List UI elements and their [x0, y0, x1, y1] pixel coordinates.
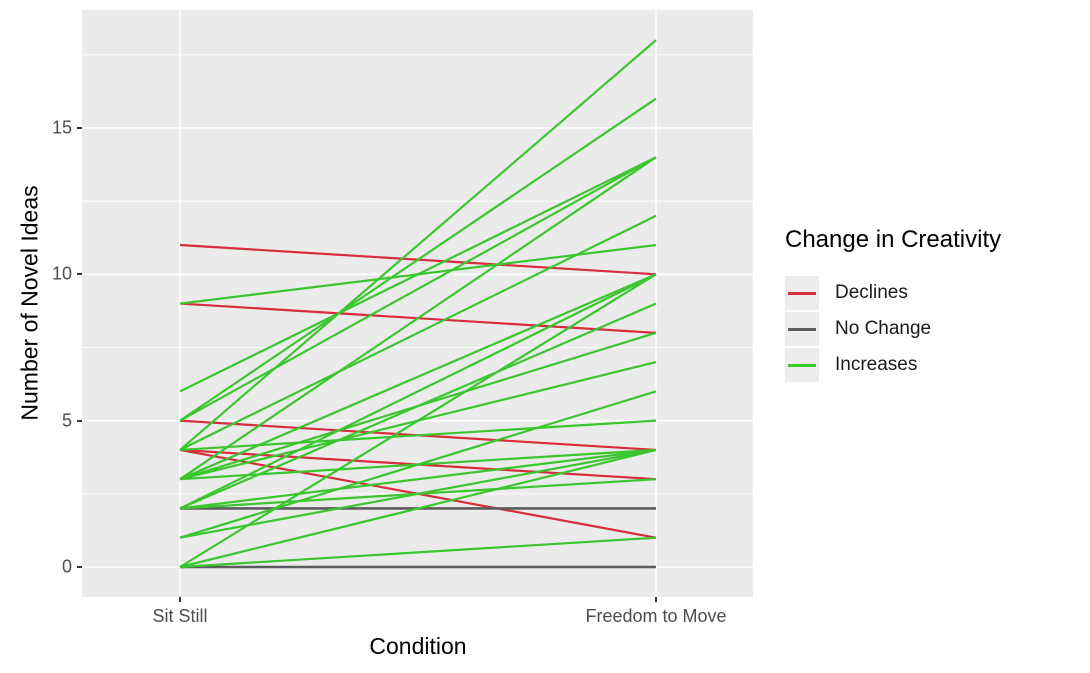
x-axis-title: Condition: [369, 633, 467, 659]
legend-row: Declines: [785, 276, 1085, 310]
legend-key: [785, 312, 819, 346]
data-line-increases: [179, 478, 657, 510]
data-line-increases: [179, 97, 657, 422]
legend-line-swatch: [788, 363, 816, 367]
data-line-increases: [179, 243, 657, 305]
data-line-increases: [179, 156, 657, 422]
y-tick-label: 15: [51, 117, 72, 138]
data-line-increases: [179, 39, 657, 451]
y-tick-label: 5: [61, 410, 72, 431]
y-tick-mark: [77, 126, 82, 129]
data-line-increases: [179, 331, 657, 481]
y-tick-mark: [77, 566, 82, 568]
y-axis-title: Number of Novel Ideas: [16, 185, 43, 421]
y-tick-label: 10: [51, 263, 72, 284]
legend-title: Change in Creativity: [785, 226, 1002, 253]
legend-row: No Change: [785, 312, 1085, 346]
plot-panel: [82, 10, 753, 597]
x-tick-label: Freedom to Move: [585, 606, 727, 626]
data-line-increases: [179, 156, 657, 481]
x-tick-label: Sit Still: [152, 606, 208, 626]
data-line-increases: [179, 361, 657, 481]
data-line-increases: [179, 273, 657, 481]
legend-label: Declines: [835, 282, 908, 303]
legend-label: No Change: [835, 318, 932, 339]
data-line-increases: [179, 419, 657, 452]
legend-line-swatch: [788, 327, 816, 331]
x-tick-mark: [655, 597, 657, 602]
x-tick-mark: [179, 597, 181, 602]
y-tick-mark: [77, 273, 82, 276]
legend-items: Declines No Change Increases: [785, 276, 1085, 382]
legend-key: [785, 348, 819, 382]
plot-lines-svg: [82, 10, 753, 597]
data-line-increases: [179, 448, 657, 569]
data-line-increases: [179, 448, 657, 510]
data-line-increases: [179, 536, 657, 569]
legend-key: [785, 276, 819, 310]
legend: Change in Creativity Declines No Change In…: [785, 226, 1085, 384]
legend-label: Increases: [835, 354, 918, 375]
legend-row: Increases: [785, 348, 1085, 382]
data-line-increases: [179, 214, 657, 451]
y-tick-mark: [77, 419, 82, 422]
legend-line-swatch: [788, 291, 816, 295]
data-line-increases: [179, 273, 657, 510]
data-line-increases: [179, 448, 657, 481]
y-tick-label: 0: [61, 556, 72, 577]
